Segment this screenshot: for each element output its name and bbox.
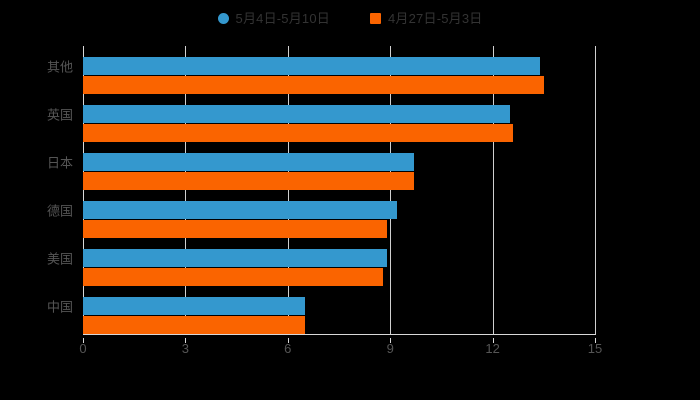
x-axis-tick-label: 0 [79,341,87,356]
y-axis-tick-label: 英国 [46,107,73,123]
chart-legend: 5月4日-5月10日 4月27日-5月3日 [0,8,700,28]
bar-group [83,46,595,94]
bar-group [83,190,595,238]
x-axis-tick [287,338,289,343]
bar[interactable] [83,220,387,238]
legend-label-series-a: 5月4日-5月10日 [235,10,330,26]
bar[interactable] [83,105,510,123]
x-axis-tick-label: 12 [485,341,500,356]
legend-label-series-b: 4月27日-5月3日 [388,10,483,26]
gridline [185,46,187,334]
bar[interactable] [83,124,514,142]
gridline [595,46,596,334]
x-axis-tick [185,338,187,343]
x-axis-tick-label: 9 [386,341,394,356]
bar[interactable] [83,268,384,286]
gridline [390,46,392,334]
bar[interactable] [83,76,544,94]
x-axis-tick [492,338,494,343]
y-axis-tick-label: 日本 [46,155,73,171]
x-axis-tick [83,338,84,343]
plot-area [83,46,596,334]
x-axis-tick [595,338,596,343]
bar-group [83,238,595,286]
bar[interactable] [83,201,398,219]
x-axis-tick-label: 6 [284,341,292,356]
x-axis-tick [390,338,392,343]
y-axis-tick-label: 其他 [46,59,73,75]
bar[interactable] [83,57,541,75]
legend-marker-circle-icon [217,12,229,24]
bar[interactable] [83,172,415,190]
bar[interactable] [83,297,305,315]
legend-item-series-b[interactable]: 4月27日-5月3日 [370,12,482,25]
legend-item-series-a[interactable]: 5月4日-5月10日 [217,10,330,26]
gridline [492,46,494,334]
gridline [83,46,84,334]
bar[interactable] [83,153,415,171]
bar-group [83,142,595,190]
y-axis-tick-label: 美国 [46,251,73,267]
y-axis-tick-label: 中国 [46,299,73,315]
y-axis-tick-label: 德国 [46,203,73,219]
x-axis-tick-label: 3 [181,341,190,356]
x-axis-labels: 0 3 6 9 12 15 [79,338,602,360]
x-axis-tick-label: 15 [587,341,603,356]
bar-group [83,94,595,142]
bar-group [83,286,595,334]
y-axis-labels: 其他英国日本德国美国中国 [0,46,73,334]
gridline [287,46,289,334]
x-axis-line [83,334,596,335]
bar[interactable] [83,316,305,334]
legend-marker-square-icon [370,12,381,24]
bar[interactable] [83,249,387,267]
